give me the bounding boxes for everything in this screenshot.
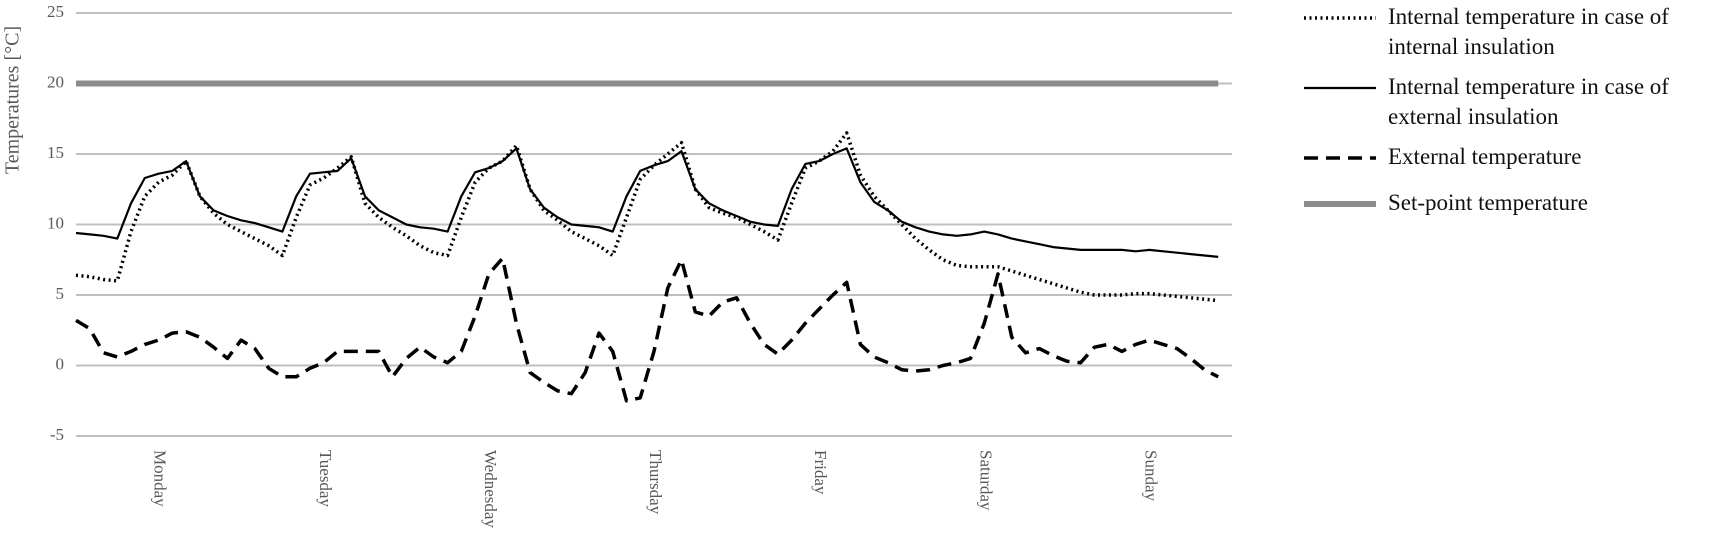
chart: Temperatures [°C] -5 0 5 10 15 20 25 Monday Tues… xyxy=(2,2,1232,528)
legend-swatch xyxy=(1304,201,1376,207)
x-tick-label: Tuesday xyxy=(316,450,335,507)
legend-label: External temperature xyxy=(1388,144,1582,169)
legend-item: Internal temperature in case of external… xyxy=(1302,72,1708,132)
y-tick-label: 20 xyxy=(47,72,64,91)
series-line xyxy=(75,147,1219,258)
y-axis-title: Temperatures [°C] xyxy=(2,26,24,174)
legend-swatch xyxy=(1304,86,1376,90)
y-tick-label: 15 xyxy=(47,143,64,162)
legend-item: External temperature xyxy=(1302,142,1708,172)
x-tick-label: Monday xyxy=(151,450,170,507)
legend-label: Internal temperature in case of external… xyxy=(1388,74,1669,129)
legend-swatch xyxy=(1304,156,1376,160)
x-tick-label: Wednesday xyxy=(481,450,500,528)
series-line xyxy=(75,256,1220,403)
y-tick-label: -5 xyxy=(50,425,64,444)
y-tick-label: 0 xyxy=(56,354,65,373)
legend-item: Set-point temperature xyxy=(1302,188,1708,218)
legend-label: Internal temperature in case of internal… xyxy=(1388,4,1669,59)
legend-swatch xyxy=(1304,16,1376,20)
y-tick-label: 5 xyxy=(56,284,65,303)
x-tick-label: Friday xyxy=(811,450,830,495)
x-tick-label: Saturday xyxy=(976,450,995,511)
x-tick-label: Sunday xyxy=(1142,450,1161,502)
series-line xyxy=(75,131,1219,303)
y-tick-label: 10 xyxy=(47,213,64,232)
legend-label: Set-point temperature xyxy=(1388,190,1588,215)
y-tick-label: 25 xyxy=(47,2,64,21)
legend-item: Internal temperature in case of internal… xyxy=(1302,2,1708,62)
x-tick-label: Thursday xyxy=(646,450,665,515)
